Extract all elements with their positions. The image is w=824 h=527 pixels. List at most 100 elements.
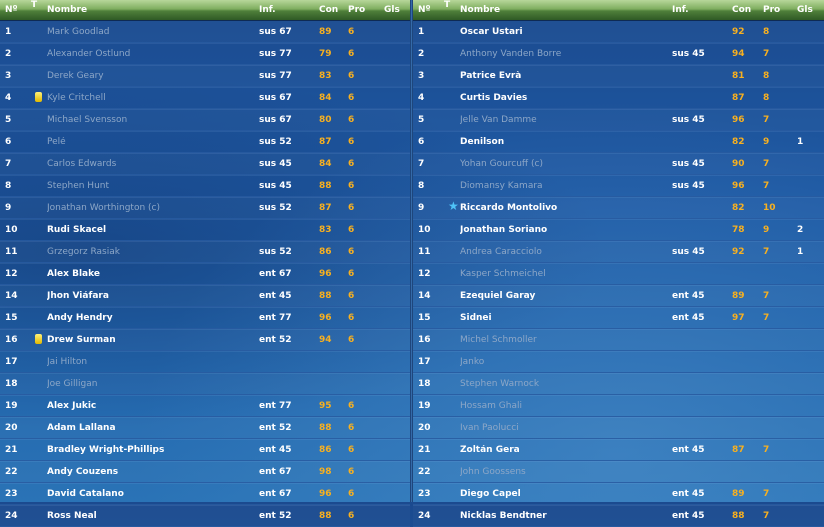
player-row[interactable]: 24 Ross Neal ent 52 88 6 bbox=[0, 505, 410, 527]
star-icon: ★ bbox=[448, 199, 459, 213]
player-row[interactable]: 11 Grzegorz Rasiak sus 52 86 6 bbox=[0, 241, 410, 263]
player-number: 9 bbox=[418, 202, 425, 213]
player-status bbox=[444, 65, 460, 86]
player-row[interactable]: 15 Sidnei ent 45 97 7 bbox=[413, 307, 824, 329]
header-t[interactable]: T bbox=[31, 0, 38, 10]
player-status bbox=[31, 109, 47, 130]
player-condition: 87 bbox=[732, 92, 745, 103]
player-row[interactable]: 22 Andy Couzens ent 67 98 6 bbox=[0, 461, 410, 483]
player-row[interactable]: 7 Yohan Gourcuff (c) sus 45 90 7 bbox=[413, 153, 824, 175]
header-number[interactable]: Nº bbox=[418, 5, 431, 15]
player-row[interactable]: 18 Stephen Warnock bbox=[413, 373, 824, 395]
header-con[interactable]: Con bbox=[319, 5, 339, 15]
player-name: Andy Couzens bbox=[47, 466, 119, 477]
player-name: Jelle Van Damme bbox=[460, 114, 537, 125]
player-status bbox=[31, 43, 47, 64]
player-row[interactable]: 5 Michael Svensson sus 67 80 6 bbox=[0, 109, 410, 131]
player-name: Ross Neal bbox=[47, 510, 97, 521]
player-name: Carlos Edwards bbox=[47, 158, 117, 169]
player-row[interactable]: 12 Kasper Schmeichel bbox=[413, 263, 824, 285]
header-pro[interactable]: Pro bbox=[763, 5, 781, 15]
player-row[interactable]: 3 Derek Geary sus 77 83 6 bbox=[0, 65, 410, 87]
player-row[interactable]: 10 Rudi Skacel 83 6 bbox=[0, 219, 410, 241]
player-row[interactable]: 16 Drew Surman ent 52 94 6 bbox=[0, 329, 410, 351]
player-number: 3 bbox=[5, 70, 12, 81]
player-row[interactable]: 4 Curtis Davies 87 8 bbox=[413, 87, 824, 109]
player-row[interactable]: 6 Denilson 82 9 1 bbox=[413, 131, 824, 153]
player-rating: 7 bbox=[763, 114, 770, 125]
player-row[interactable]: 21 Bradley Wright-Phillips ent 45 86 6 bbox=[0, 439, 410, 461]
player-row[interactable]: 21 Zoltán Gera ent 45 87 7 bbox=[413, 439, 824, 461]
player-info: ent 45 bbox=[259, 444, 292, 455]
player-condition: 83 bbox=[319, 70, 332, 81]
player-row[interactable]: 7 Carlos Edwards sus 45 84 6 bbox=[0, 153, 410, 175]
player-row[interactable]: 19 Hossam Ghali bbox=[413, 395, 824, 417]
player-row[interactable]: 1 Mark Goodlad sus 67 89 6 bbox=[0, 21, 410, 43]
player-row[interactable]: 4 Kyle Critchell sus 67 84 6 bbox=[0, 87, 410, 109]
player-info: sus 67 bbox=[259, 114, 292, 125]
player-number: 5 bbox=[5, 114, 12, 125]
player-rating: 9 bbox=[763, 136, 770, 147]
player-row[interactable]: 11 Andrea Caracciolo sus 45 92 7 1 bbox=[413, 241, 824, 263]
player-row[interactable]: 8 Diomansy Kamara sus 45 96 7 bbox=[413, 175, 824, 197]
player-name: Bradley Wright-Phillips bbox=[47, 444, 165, 455]
player-status bbox=[444, 241, 460, 262]
player-number: 15 bbox=[5, 312, 18, 323]
player-row[interactable]: 18 Joe Gilligan bbox=[0, 373, 410, 395]
player-row[interactable]: 16 Michel Schmoller bbox=[413, 329, 824, 351]
player-row[interactable]: 24 Nicklas Bendtner ent 45 88 7 bbox=[413, 505, 824, 527]
player-row[interactable]: 1 Oscar Ustari 92 8 bbox=[413, 21, 824, 43]
player-status bbox=[444, 505, 460, 526]
player-status bbox=[31, 417, 47, 438]
player-row[interactable]: 5 Jelle Van Damme sus 45 96 7 bbox=[413, 109, 824, 131]
player-row[interactable]: 9 ★ Riccardo Montolivo 82 10 bbox=[413, 197, 824, 219]
player-row[interactable]: 17 Jai Hilton bbox=[0, 351, 410, 373]
header-pro[interactable]: Pro bbox=[348, 5, 366, 15]
header-con[interactable]: Con bbox=[732, 5, 752, 15]
player-status bbox=[31, 263, 47, 284]
player-row[interactable]: 14 Ezequiel Garay ent 45 89 7 bbox=[413, 285, 824, 307]
header-name[interactable]: Nombre bbox=[47, 5, 88, 15]
player-name: Nicklas Bendtner bbox=[460, 510, 547, 521]
player-number: 7 bbox=[418, 158, 425, 169]
player-row[interactable]: 12 Alex Blake ent 67 96 6 bbox=[0, 263, 410, 285]
header-inf[interactable]: Inf. bbox=[259, 5, 276, 15]
player-row[interactable]: 22 John Goossens bbox=[413, 461, 824, 483]
player-status bbox=[31, 439, 47, 460]
player-info: sus 52 bbox=[259, 136, 292, 147]
player-row[interactable]: 6 Pelé sus 52 87 6 bbox=[0, 131, 410, 153]
player-row[interactable]: 20 Ivan Paolucci bbox=[413, 417, 824, 439]
header-t[interactable]: T bbox=[444, 0, 451, 10]
player-name: Drew Surman bbox=[47, 334, 116, 345]
player-row[interactable]: 14 Jhon Viáfara ent 45 88 6 bbox=[0, 285, 410, 307]
player-row[interactable]: 2 Anthony Vanden Borre sus 45 94 7 bbox=[413, 43, 824, 65]
player-row[interactable]: 20 Adam Lallana ent 52 88 6 bbox=[0, 417, 410, 439]
player-status bbox=[31, 87, 47, 108]
player-row[interactable]: 19 Alex Jukic ent 77 95 6 bbox=[0, 395, 410, 417]
player-condition: 84 bbox=[319, 158, 332, 169]
player-rating: 8 bbox=[763, 26, 770, 37]
player-rating: 6 bbox=[348, 180, 355, 191]
header-gls[interactable]: Gls bbox=[384, 5, 400, 15]
header-number[interactable]: Nº bbox=[5, 5, 18, 15]
player-name: Janko bbox=[460, 356, 485, 367]
player-number: 4 bbox=[5, 92, 12, 103]
player-name: Yohan Gourcuff (c) bbox=[460, 158, 543, 169]
player-condition: 96 bbox=[732, 180, 745, 191]
player-row[interactable]: 15 Andy Hendry ent 77 96 6 bbox=[0, 307, 410, 329]
header-name[interactable]: Nombre bbox=[460, 5, 501, 15]
player-row[interactable]: 2 Alexander Östlund sus 77 79 6 bbox=[0, 43, 410, 65]
player-status bbox=[444, 43, 460, 64]
player-row[interactable]: 8 Stephen Hunt sus 45 88 6 bbox=[0, 175, 410, 197]
player-row[interactable]: 10 Jonathan Soriano 78 9 2 bbox=[413, 219, 824, 241]
player-name: Jonathan Soriano bbox=[460, 224, 548, 235]
player-row[interactable]: 9 Jonathan Worthington (c) sus 52 87 6 bbox=[0, 197, 410, 219]
player-name: Joe Gilligan bbox=[47, 378, 98, 389]
player-row[interactable]: 17 Janko bbox=[413, 351, 824, 373]
header-gls[interactable]: Gls bbox=[797, 5, 813, 15]
player-rating: 6 bbox=[348, 268, 355, 279]
player-number: 15 bbox=[418, 312, 431, 323]
player-row[interactable]: 3 Patrice Evrà 81 8 bbox=[413, 65, 824, 87]
header-inf[interactable]: Inf. bbox=[672, 5, 689, 15]
player-name: Alexander Östlund bbox=[47, 48, 131, 59]
